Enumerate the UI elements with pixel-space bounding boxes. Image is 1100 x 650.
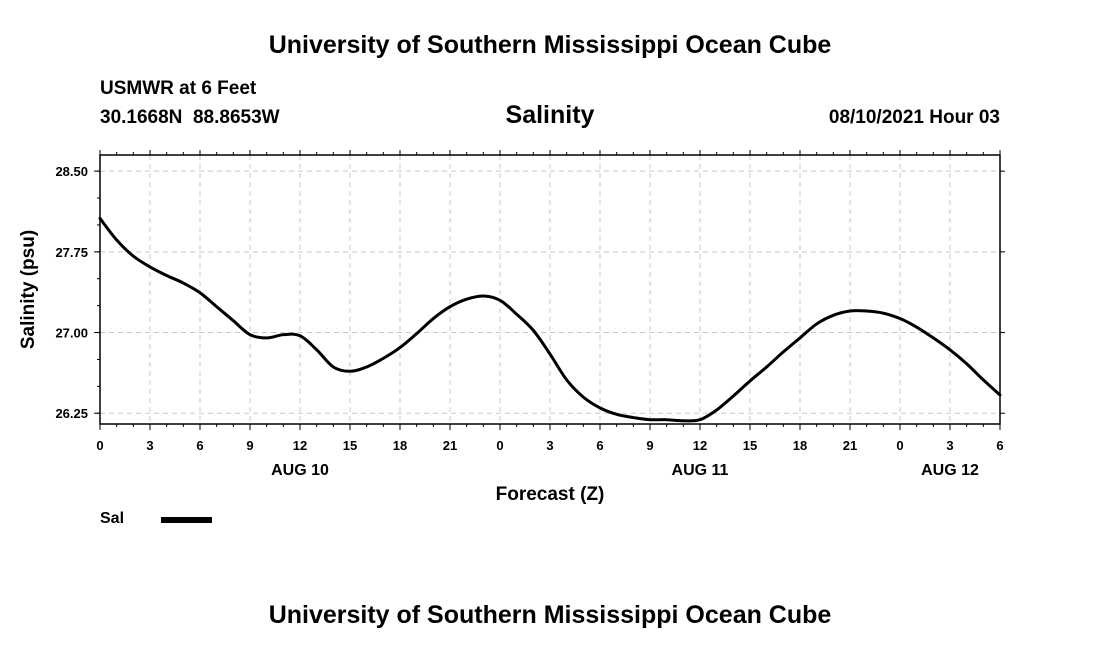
x-tick-label: 3: [946, 438, 953, 453]
x-date-label: AUG 10: [271, 462, 329, 479]
x-tick-label: 9: [246, 438, 253, 453]
x-tick-label: 9: [646, 438, 653, 453]
x-tick-label: 0: [496, 438, 503, 453]
chart-title: Salinity: [505, 101, 595, 129]
legend-swatch: [161, 517, 212, 523]
x-tick-label: 6: [996, 438, 1003, 453]
x-tick-label: 6: [596, 438, 603, 453]
x-tick-label: 0: [96, 438, 103, 453]
x-date-label: AUG 12: [921, 462, 979, 479]
series-line-sal: [98, 216, 1002, 423]
x-tick-label: 15: [343, 438, 357, 453]
y-tick-label: 27.00: [55, 326, 88, 341]
x-tick-label: 21: [443, 438, 457, 453]
x-tick-label: 12: [693, 438, 707, 453]
x-tick-label: 3: [546, 438, 553, 453]
x-axis-label: Forecast (Z): [496, 484, 605, 505]
x-tick-label: 6: [196, 438, 203, 453]
footer-title: University of Southern Mississippi Ocean…: [268, 601, 832, 629]
x-date-label: AUG 11: [672, 462, 729, 479]
station-label: USMWR at 6 Feet: [100, 78, 257, 99]
x-tick-label: 12: [293, 438, 307, 453]
x-tick-label: 21: [843, 438, 857, 453]
y-tick-label: 27.75: [55, 245, 88, 260]
page-title: University of Southern Mississippi Ocean…: [268, 31, 832, 59]
x-tick-label: 18: [393, 438, 407, 453]
x-tick-label: 15: [743, 438, 757, 453]
y-axis-label: Salinity (psu): [18, 230, 39, 349]
y-tick-label: 26.25: [55, 406, 88, 421]
x-tick-label: 0: [896, 438, 903, 453]
forecast-datetime: 08/10/2021 Hour 03: [828, 107, 1000, 128]
y-tick-label: 28.50: [55, 164, 88, 179]
legend-label: Sal: [100, 510, 125, 527]
x-tick-label: 18: [793, 438, 807, 453]
x-tick-label: 3: [146, 438, 153, 453]
coordinates-label: 30.1668N 88.8653W: [100, 107, 280, 128]
